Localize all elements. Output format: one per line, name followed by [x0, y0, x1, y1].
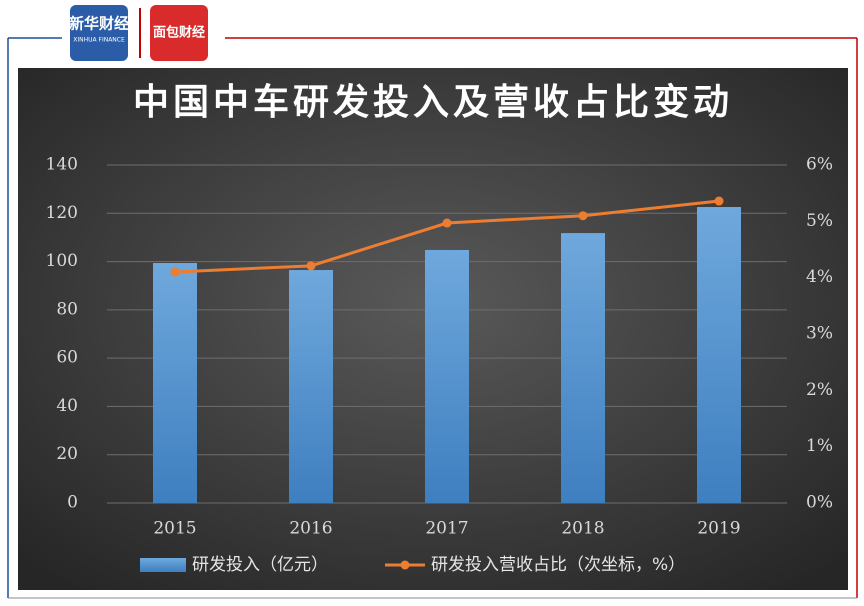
x-tick-label: 2019	[697, 519, 740, 539]
y-tick-label: 20	[56, 444, 78, 464]
legend-swatch	[400, 560, 410, 570]
legend-label: 研发投入营收占比（次坐标，%）	[431, 555, 685, 575]
y2-tick-label: 6%	[806, 155, 833, 175]
line-marker	[714, 196, 724, 206]
y2-tick-label: 0%	[806, 493, 833, 513]
legend-swatch	[140, 558, 186, 572]
x-tick-label: 2016	[289, 519, 332, 539]
y2-tick-label: 2%	[806, 380, 833, 400]
line-marker	[578, 211, 588, 221]
logo-text: XINHUA FINANCE	[73, 37, 125, 44]
bar	[697, 207, 741, 503]
y2-tick-label: 3%	[806, 324, 833, 344]
logo-text: 新华财经	[69, 15, 129, 33]
y-tick-label: 60	[56, 348, 78, 368]
y-tick-label: 120	[46, 203, 78, 223]
bar	[153, 263, 197, 503]
y-tick-label: 40	[56, 396, 78, 416]
bar	[425, 249, 469, 503]
y2-tick-label: 4%	[806, 267, 833, 287]
chart-title: 中国中车研发投入及营收占比变动	[133, 81, 733, 123]
x-tick-label: 2018	[561, 519, 604, 539]
x-tick-label: 2017	[425, 519, 468, 539]
x-tick-label: 2015	[153, 519, 196, 539]
y-tick-label: 80	[56, 299, 78, 319]
y-tick-label: 140	[46, 155, 78, 175]
y-tick-label: 100	[46, 251, 78, 271]
bread-logo	[150, 5, 208, 61]
y2-tick-label: 5%	[806, 211, 833, 231]
y2-tick-label: 1%	[806, 436, 833, 456]
xinhua-logo	[70, 5, 128, 61]
line-marker	[306, 261, 316, 271]
legend-label: 研发投入（亿元）	[192, 555, 328, 575]
line-marker	[170, 267, 180, 277]
logo-text: 面包财经	[153, 25, 205, 41]
bar	[561, 233, 605, 503]
line-marker	[442, 218, 452, 228]
bar	[289, 270, 333, 503]
y-tick-label: 0	[67, 493, 78, 513]
